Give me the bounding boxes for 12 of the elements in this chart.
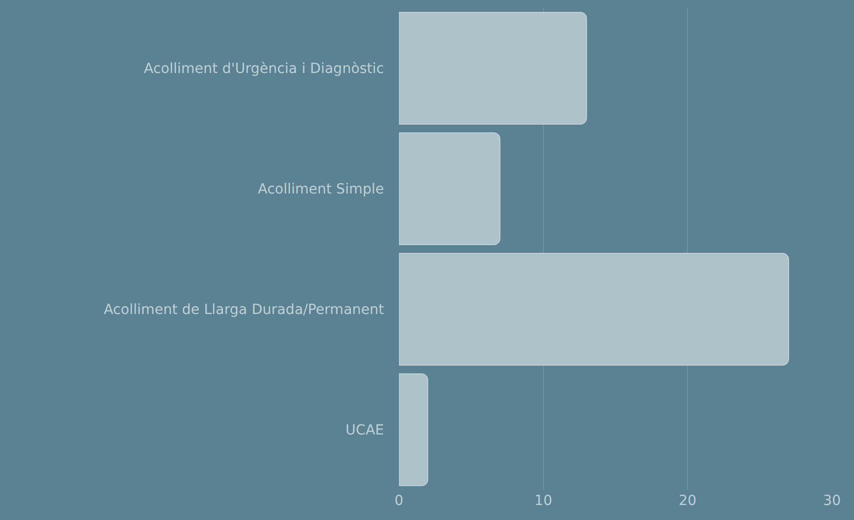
x-tick-label: 10	[534, 493, 552, 509]
y-tick-label: UCAE	[346, 422, 384, 439]
bar	[399, 12, 587, 125]
y-tick-label: Acolliment d'Urgència i Diagnòstic	[144, 61, 384, 78]
x-tick-label: 20	[678, 493, 697, 509]
y-tick-label: Acolliment Simple	[258, 182, 384, 198]
x-tick-label: 30	[823, 493, 841, 509]
bar	[399, 132, 500, 246]
y-tick-label: Acolliment de Llarga Durada/Permanent	[104, 302, 385, 318]
bar	[399, 373, 428, 486]
x-tick-label: 0	[394, 493, 404, 509]
bar	[399, 252, 789, 366]
